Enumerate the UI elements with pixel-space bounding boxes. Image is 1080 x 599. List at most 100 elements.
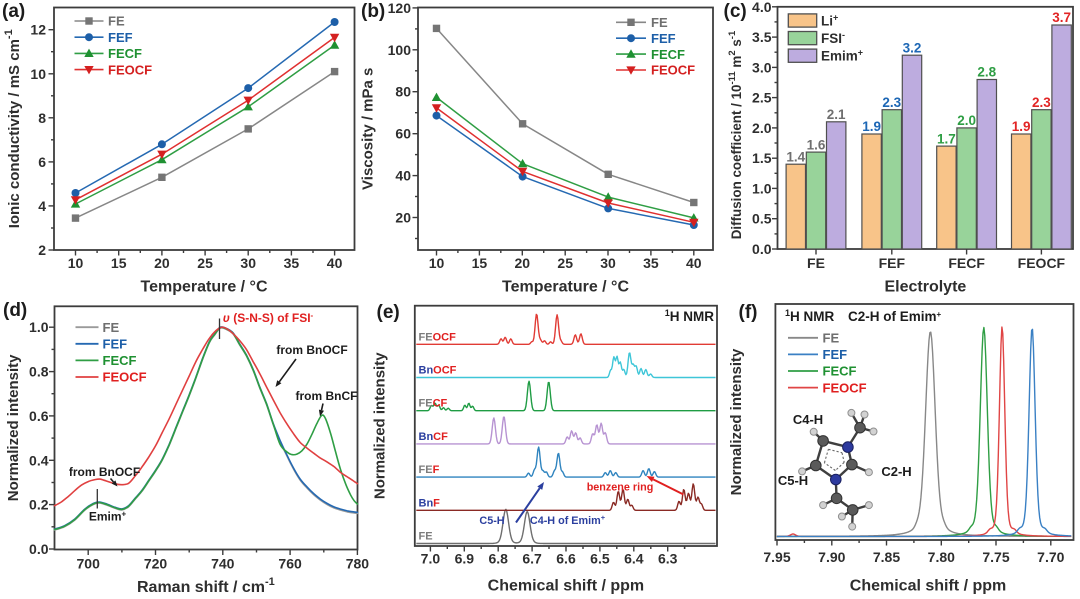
svg-text:2.3: 2.3 bbox=[1032, 95, 1051, 110]
svg-text:FEOCF: FEOCF bbox=[108, 62, 152, 77]
svg-text:10: 10 bbox=[68, 255, 84, 271]
svg-text:6: 6 bbox=[38, 154, 46, 170]
svg-text:2.0: 2.0 bbox=[957, 113, 976, 128]
svg-text:0.5: 0.5 bbox=[752, 211, 772, 227]
svg-text:1.9: 1.9 bbox=[862, 119, 881, 134]
svg-text:15: 15 bbox=[472, 255, 488, 271]
svg-text:7.95: 7.95 bbox=[763, 549, 790, 565]
svg-text:7.0: 7.0 bbox=[421, 551, 441, 567]
svg-text:FEF: FEF bbox=[651, 31, 676, 46]
svg-text:BnOCF: BnOCF bbox=[419, 365, 457, 377]
svg-text:780: 780 bbox=[346, 556, 370, 572]
svg-text:80: 80 bbox=[395, 84, 411, 100]
svg-text:0.0: 0.0 bbox=[752, 241, 772, 257]
svg-text:FEOCF: FEOCF bbox=[651, 63, 695, 78]
svg-text:Chemical shift / ppm: Chemical shift / ppm bbox=[850, 578, 1006, 595]
svg-text:6.8: 6.8 bbox=[488, 551, 508, 567]
svg-text:FE: FE bbox=[103, 320, 120, 335]
svg-text:from BnOCF: from BnOCF bbox=[276, 343, 347, 357]
svg-text:FE: FE bbox=[419, 531, 433, 543]
svg-text:1H NMR: 1H NMR bbox=[665, 308, 715, 324]
svg-text:6.3: 6.3 bbox=[658, 551, 678, 567]
svg-text:FEOCF: FEOCF bbox=[103, 370, 147, 385]
svg-text:FEF: FEF bbox=[103, 337, 128, 352]
svg-text:FECF: FECF bbox=[823, 364, 857, 379]
svg-text:BnCF: BnCF bbox=[419, 431, 449, 443]
svg-text:FECF: FECF bbox=[108, 46, 142, 61]
svg-text:Normalized intensity: Normalized intensity bbox=[5, 354, 22, 501]
svg-text:40: 40 bbox=[686, 255, 702, 271]
svg-text:Diffusion coefficient / 10-11: Diffusion coefficient / 10-11 m2 s-1 bbox=[727, 30, 744, 239]
svg-text:0.4: 0.4 bbox=[29, 452, 49, 468]
svg-text:C2-H of Emim+: C2-H of Emim+ bbox=[848, 309, 942, 324]
svg-text:0.8: 0.8 bbox=[29, 364, 49, 380]
svg-text:20: 20 bbox=[395, 210, 411, 226]
svg-text:20: 20 bbox=[154, 255, 170, 271]
svg-text:7.85: 7.85 bbox=[873, 549, 900, 565]
svg-text:6.6: 6.6 bbox=[556, 551, 576, 567]
svg-text:3.2: 3.2 bbox=[903, 40, 922, 55]
svg-text:FEOCF: FEOCF bbox=[419, 332, 457, 344]
svg-text:10: 10 bbox=[30, 66, 46, 82]
svg-text:60: 60 bbox=[395, 126, 411, 142]
svg-text:Normalized intensity: Normalized intensity bbox=[371, 352, 388, 499]
svg-text:1.6: 1.6 bbox=[807, 137, 826, 152]
svg-text:FE: FE bbox=[651, 15, 668, 30]
svg-text:15: 15 bbox=[111, 255, 127, 271]
svg-text:(a): (a) bbox=[2, 1, 25, 22]
svg-text:2.3: 2.3 bbox=[882, 95, 901, 110]
svg-text:BnF: BnF bbox=[419, 498, 441, 510]
svg-text:0.6: 0.6 bbox=[29, 408, 49, 424]
svg-text:700: 700 bbox=[77, 556, 101, 572]
svg-text:3.7: 3.7 bbox=[1052, 10, 1071, 25]
svg-text:(c): (c) bbox=[724, 1, 747, 22]
svg-text:740: 740 bbox=[211, 556, 235, 572]
svg-text:30: 30 bbox=[240, 255, 256, 271]
svg-text:FE: FE bbox=[807, 255, 825, 271]
svg-text:720: 720 bbox=[144, 556, 168, 572]
svg-text:C4-H of Emim+: C4-H of Emim+ bbox=[530, 513, 606, 527]
svg-text:Raman shift / cm-1: Raman shift / cm-1 bbox=[137, 576, 275, 594]
svg-text:FEOCF: FEOCF bbox=[1018, 255, 1066, 271]
svg-text:25: 25 bbox=[557, 255, 573, 271]
svg-text:3.0: 3.0 bbox=[752, 59, 772, 75]
svg-text:120: 120 bbox=[388, 0, 412, 16]
svg-text:from BnCF: from BnCF bbox=[296, 389, 358, 403]
svg-text:6.9: 6.9 bbox=[455, 551, 475, 567]
svg-text:30: 30 bbox=[600, 255, 616, 271]
svg-text:FEF: FEF bbox=[823, 347, 848, 362]
svg-text:FECF: FECF bbox=[651, 47, 685, 62]
svg-text:7.75: 7.75 bbox=[982, 549, 1009, 565]
svg-text:FE: FE bbox=[108, 14, 125, 29]
svg-text:4.0: 4.0 bbox=[752, 0, 772, 15]
svg-text:10: 10 bbox=[429, 255, 445, 271]
svg-text:1.0: 1.0 bbox=[29, 319, 49, 335]
svg-text:υ (S-N-S) of FSI-: υ (S-N-S) of FSI- bbox=[223, 311, 314, 325]
svg-text:FEOCF: FEOCF bbox=[823, 380, 867, 395]
svg-text:40: 40 bbox=[395, 168, 411, 184]
svg-text:C2-H: C2-H bbox=[881, 464, 911, 479]
svg-text:Ionic conductivity / mS cm-1: Ionic conductivity / mS cm-1 bbox=[3, 29, 23, 228]
svg-text:1.7: 1.7 bbox=[937, 131, 956, 146]
svg-text:2.1: 2.1 bbox=[827, 107, 846, 122]
svg-text:3.5: 3.5 bbox=[752, 29, 772, 45]
svg-text:FEF: FEF bbox=[419, 464, 440, 476]
svg-text:FECF: FECF bbox=[103, 353, 137, 368]
svg-text:1.5: 1.5 bbox=[752, 150, 772, 166]
svg-text:6.5: 6.5 bbox=[590, 551, 610, 567]
svg-text:(e): (e) bbox=[377, 302, 400, 323]
svg-text:1.4: 1.4 bbox=[786, 149, 805, 164]
svg-text:25: 25 bbox=[197, 255, 213, 271]
svg-text:Chemical shift / ppm: Chemical shift / ppm bbox=[488, 578, 644, 595]
svg-text:35: 35 bbox=[643, 255, 659, 271]
svg-text:0.0: 0.0 bbox=[29, 541, 49, 557]
svg-text:0.2: 0.2 bbox=[29, 497, 49, 513]
svg-text:(d): (d) bbox=[3, 300, 27, 321]
svg-text:7.90: 7.90 bbox=[818, 549, 845, 565]
svg-text:(f): (f) bbox=[739, 302, 758, 323]
svg-text:FE: FE bbox=[823, 331, 840, 346]
svg-text:benzene ring: benzene ring bbox=[587, 482, 654, 494]
svg-text:Emim+: Emim+ bbox=[821, 48, 863, 64]
svg-text:1.9: 1.9 bbox=[1012, 119, 1031, 134]
svg-text:40: 40 bbox=[327, 255, 343, 271]
